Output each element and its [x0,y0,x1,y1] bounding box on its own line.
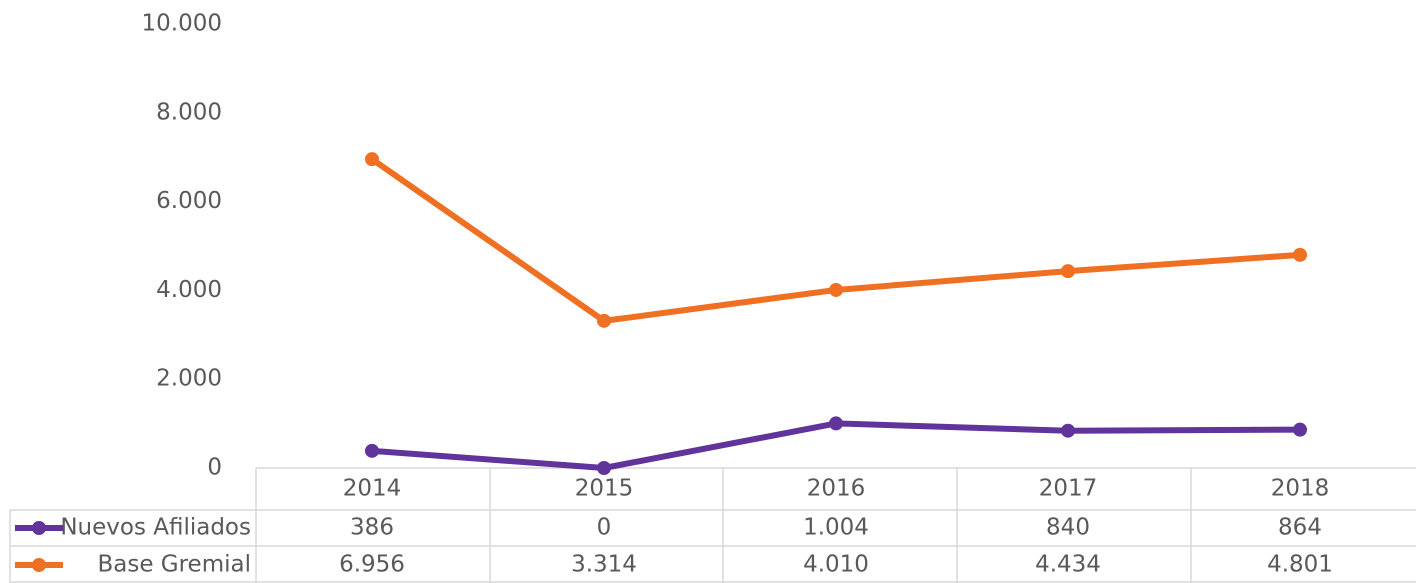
table-value: 386 [350,515,394,541]
point-marker [829,416,843,431]
legend-label: Nuevos Afiliados [60,515,251,541]
point-marker [597,461,611,475]
y-tick-label: 0 [207,455,222,481]
table-value: 4.801 [1267,552,1333,578]
point-marker [365,152,379,167]
point-marker [1293,422,1307,437]
legend-label: Base Gremial [97,552,251,578]
y-tick-label: 6.000 [156,188,222,214]
table-value: 4.010 [803,552,869,578]
table-value: 864 [1278,515,1322,541]
x-tick-label: 2016 [807,476,866,502]
point-marker [829,282,843,297]
legend-marker [32,521,46,535]
table-value: 3.314 [571,552,637,578]
y-tick-label: 8.000 [156,99,222,125]
point-marker [597,313,611,328]
table-value: 0 [597,515,612,541]
x-tick-label: 2014 [343,476,402,502]
table-value: 4.434 [1035,552,1101,578]
y-tick-label: 4.000 [156,277,222,303]
legend-marker [32,558,46,572]
x-tick-label: 2018 [1271,476,1330,502]
point-marker [1061,264,1075,279]
x-tick-label: 2017 [1039,476,1098,502]
x-tick-label: 2015 [575,476,634,502]
table-value: 840 [1046,515,1090,541]
data-table-borders [9,467,1416,583]
y-tick-label: 2.000 [156,366,222,392]
table-value: 1.004 [803,515,869,541]
point-marker [1293,247,1307,262]
y-tick-label: 10.000 [142,11,222,37]
point-marker [365,443,379,458]
point-marker [1061,423,1075,438]
table-value: 6.956 [339,552,405,578]
